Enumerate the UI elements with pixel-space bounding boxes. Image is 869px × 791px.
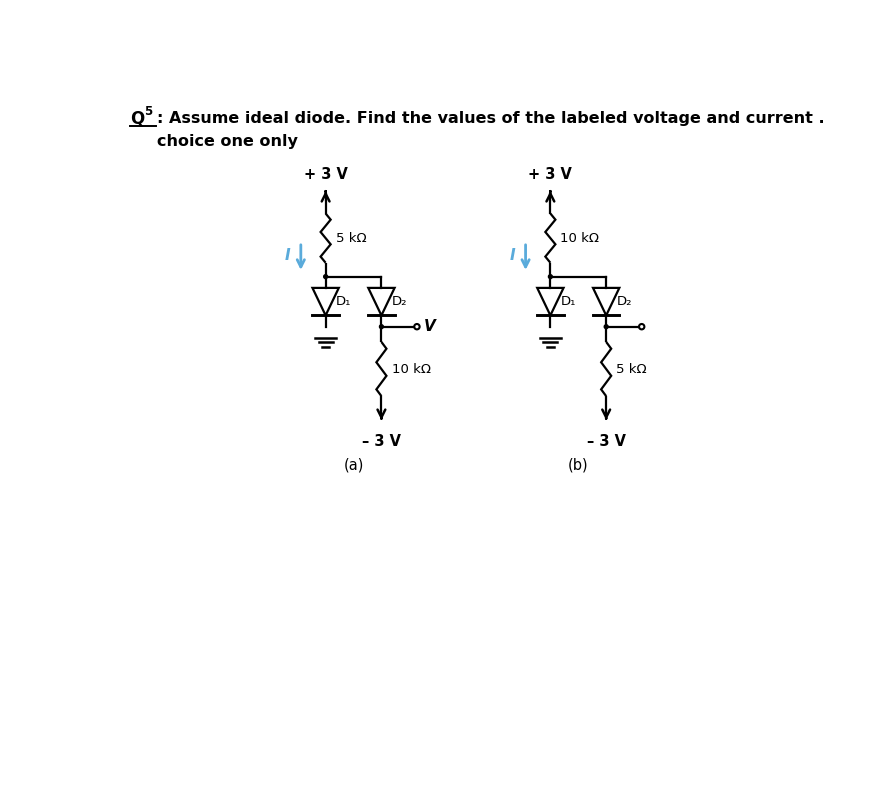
Text: choice one only: choice one only xyxy=(157,134,298,149)
Text: D₁: D₁ xyxy=(335,295,351,308)
Circle shape xyxy=(548,274,553,278)
Text: (a): (a) xyxy=(343,457,364,472)
Text: + 3 V: + 3 V xyxy=(528,167,573,182)
Circle shape xyxy=(604,325,608,328)
Text: : Assume ideal diode. Find the values of the labeled voltage and current .: : Assume ideal diode. Find the values of… xyxy=(157,112,825,127)
Text: 5 kΩ: 5 kΩ xyxy=(335,232,367,244)
Text: I: I xyxy=(510,248,515,263)
Circle shape xyxy=(380,325,383,328)
Text: – 3 V: – 3 V xyxy=(362,434,401,449)
Text: 10 kΩ: 10 kΩ xyxy=(392,362,430,376)
Text: + 3 V: + 3 V xyxy=(303,167,348,182)
Circle shape xyxy=(323,274,328,278)
Text: (b): (b) xyxy=(568,457,588,472)
Text: D₂: D₂ xyxy=(616,295,632,308)
Text: V: V xyxy=(424,320,435,334)
Text: D₁: D₁ xyxy=(561,295,576,308)
Text: 10 kΩ: 10 kΩ xyxy=(561,232,600,244)
Text: 5 kΩ: 5 kΩ xyxy=(616,362,647,376)
Text: $\mathbf{5}$: $\mathbf{5}$ xyxy=(144,104,154,118)
Text: $\mathbf{Q}$: $\mathbf{Q}$ xyxy=(130,109,146,128)
Text: I: I xyxy=(285,248,291,263)
Text: – 3 V: – 3 V xyxy=(587,434,626,449)
Text: D₂: D₂ xyxy=(392,295,407,308)
